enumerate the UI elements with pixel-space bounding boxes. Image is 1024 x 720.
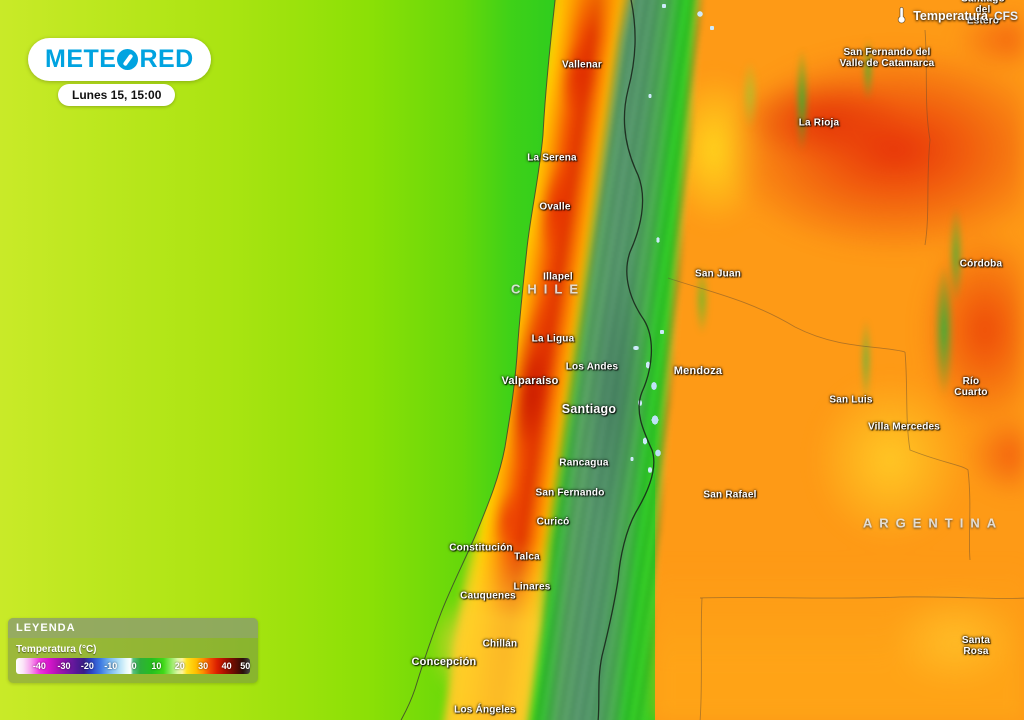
legend-tick: -30 xyxy=(57,661,71,671)
legend-colorbar: -40 -30 -20 -10 0 10 20 30 40 50 xyxy=(16,658,250,674)
layer-selector[interactable]: Temperatura CFS xyxy=(896,7,1018,24)
legend-tick: -40 xyxy=(32,661,46,671)
legend-tick: -20 xyxy=(80,661,94,671)
border-chile-argentina xyxy=(597,0,655,720)
model-label: CFS xyxy=(994,8,1018,23)
legend-header[interactable]: LEYENDA xyxy=(8,618,258,638)
legend-tick: -10 xyxy=(104,661,118,671)
ocean-cover xyxy=(0,0,556,720)
legend-body: Temperatura (°C) -40 -30 -20 -10 0 10 20 30 40 50 xyxy=(8,638,258,683)
legend-tick: 40 xyxy=(221,661,232,671)
logo-text-left: METE xyxy=(45,45,117,73)
logo-text-right: RED xyxy=(139,45,194,73)
legend-panel: LEYENDA Temperatura (°C) -40 -30 -20 -10 0 10… xyxy=(8,618,258,683)
coastline xyxy=(400,0,556,720)
legend-variable-label: Temperatura (°C) xyxy=(16,644,97,655)
layer-label: Temperatura xyxy=(913,8,988,23)
legend-tick: 0 xyxy=(131,661,137,671)
provincial-borders xyxy=(667,29,1024,720)
legend-tick: 30 xyxy=(198,661,209,671)
legend-tick: 10 xyxy=(151,661,162,671)
thermometer-icon xyxy=(898,7,906,24)
meteored-logo[interactable]: METE RED xyxy=(28,38,211,81)
datetime-badge: Lunes 15, 15:00 xyxy=(58,84,176,106)
meteored-o-icon xyxy=(117,49,139,70)
legend-tick: 50 xyxy=(240,661,251,671)
legend-tick: 20 xyxy=(174,661,185,671)
